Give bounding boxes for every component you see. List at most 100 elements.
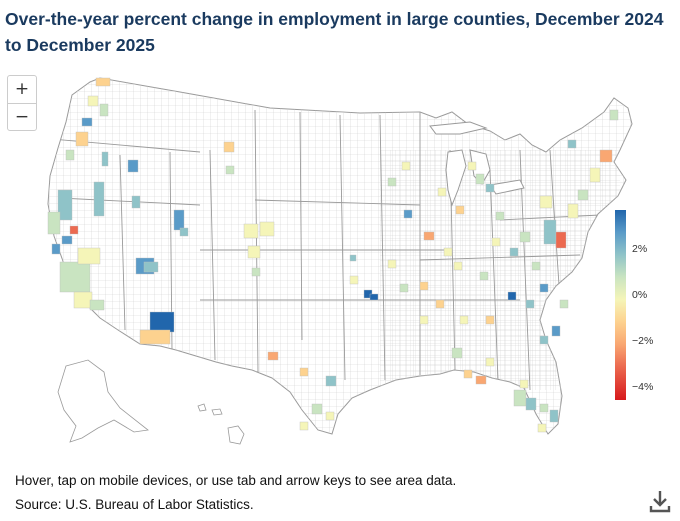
county[interactable]: [559, 299, 569, 309]
county[interactable]: [567, 139, 577, 149]
county[interactable]: [93, 181, 105, 217]
zoom-control: + −: [7, 75, 37, 131]
county[interactable]: [435, 299, 445, 309]
county[interactable]: [467, 161, 477, 171]
download-icon[interactable]: [649, 489, 671, 513]
county[interactable]: [243, 223, 259, 239]
county[interactable]: [555, 231, 567, 249]
county[interactable]: [423, 231, 435, 241]
county[interactable]: [101, 151, 109, 167]
county[interactable]: [225, 165, 235, 175]
county[interactable]: [485, 315, 495, 325]
county[interactable]: [539, 283, 549, 293]
county[interactable]: [495, 211, 505, 221]
county[interactable]: [475, 375, 487, 385]
zoom-out-button[interactable]: −: [8, 104, 36, 131]
county[interactable]: [299, 367, 309, 377]
county[interactable]: [419, 315, 429, 325]
map-area[interactable]: [0, 62, 680, 460]
county[interactable]: [577, 189, 589, 201]
county[interactable]: [267, 351, 279, 361]
county[interactable]: [537, 423, 547, 433]
county[interactable]: [543, 219, 557, 245]
county[interactable]: [453, 261, 463, 271]
county[interactable]: [419, 281, 429, 291]
county[interactable]: [525, 397, 537, 411]
county[interactable]: [531, 261, 541, 271]
county[interactable]: [89, 299, 105, 311]
county[interactable]: [513, 389, 527, 407]
county[interactable]: [325, 411, 335, 421]
county[interactable]: [57, 189, 73, 221]
state-borders: [48, 109, 601, 391]
county[interactable]: [485, 183, 495, 193]
county[interactable]: [539, 335, 549, 345]
county[interactable]: [179, 227, 189, 237]
county[interactable]: [349, 254, 357, 262]
county[interactable]: [143, 261, 159, 273]
county[interactable]: [539, 195, 553, 209]
county[interactable]: [65, 149, 75, 161]
county[interactable]: [77, 247, 101, 265]
county[interactable]: [223, 141, 235, 153]
county[interactable]: [75, 131, 89, 147]
county[interactable]: [47, 211, 61, 235]
county[interactable]: [247, 245, 261, 259]
county[interactable]: [485, 357, 495, 367]
county[interactable]: [95, 77, 111, 87]
county[interactable]: [251, 267, 261, 277]
county[interactable]: [81, 117, 93, 127]
county[interactable]: [61, 235, 73, 245]
county[interactable]: [479, 271, 489, 281]
county[interactable]: [539, 403, 549, 413]
county[interactable]: [491, 237, 501, 247]
zoom-in-button[interactable]: +: [8, 76, 36, 103]
county[interactable]: [443, 247, 453, 257]
county[interactable]: [509, 247, 519, 257]
county[interactable]: [139, 329, 171, 345]
county[interactable]: [349, 275, 359, 285]
county[interactable]: [463, 369, 473, 379]
county[interactable]: [131, 195, 141, 209]
county[interactable]: [455, 205, 465, 215]
county[interactable]: [519, 379, 529, 389]
county[interactable]: [549, 409, 559, 423]
county[interactable]: [369, 293, 379, 301]
county-values[interactable]: [47, 77, 619, 433]
chart-title: Over-the-year percent change in employme…: [5, 9, 664, 55]
county[interactable]: [451, 347, 463, 359]
county[interactable]: [589, 167, 601, 183]
county[interactable]: [69, 225, 79, 235]
county[interactable]: [259, 221, 275, 237]
county[interactable]: [311, 403, 323, 415]
county[interactable]: [599, 149, 613, 163]
county[interactable]: [325, 375, 337, 387]
alaska-shape[interactable]: [57, 359, 149, 443]
county[interactable]: [127, 159, 139, 173]
county[interactable]: [567, 203, 579, 219]
county[interactable]: [99, 103, 109, 117]
county[interactable]: [519, 231, 531, 243]
county[interactable]: [525, 299, 535, 309]
county[interactable]: [401, 161, 411, 171]
county[interactable]: [459, 315, 469, 325]
county[interactable]: [51, 243, 61, 255]
county[interactable]: [551, 325, 561, 337]
county[interactable]: [173, 209, 185, 231]
county[interactable]: [87, 95, 99, 107]
county[interactable]: [299, 421, 309, 431]
county[interactable]: [387, 259, 397, 269]
hawaii-shape[interactable]: [197, 403, 245, 445]
county[interactable]: [149, 311, 175, 333]
county[interactable]: [609, 109, 619, 121]
county[interactable]: [387, 177, 397, 187]
legend-colorbar: [615, 210, 626, 400]
county[interactable]: [403, 209, 413, 219]
county[interactable]: [437, 187, 447, 197]
county[interactable]: [73, 291, 93, 309]
county[interactable]: [475, 173, 485, 185]
county[interactable]: [399, 283, 409, 293]
county-map[interactable]: [0, 62, 680, 460]
county[interactable]: [507, 291, 517, 301]
county[interactable]: [59, 261, 91, 293]
